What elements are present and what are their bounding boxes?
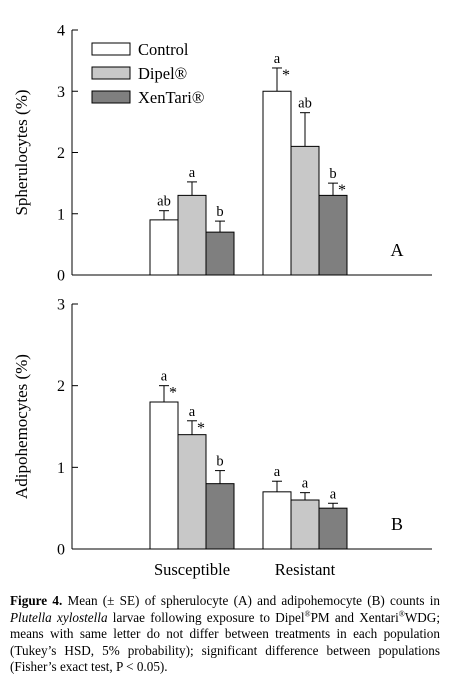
y-tick-label: 3 (57, 84, 65, 101)
bar (290, 499, 320, 550)
significance-letter: a (274, 464, 281, 480)
y-tick-label: 4 (57, 23, 65, 40)
significance-letter: b (216, 454, 223, 470)
y-tick-label: 1 (57, 460, 65, 477)
y-tick-label: 2 (57, 145, 65, 162)
caption-label: Figure 4. (10, 593, 63, 608)
significance-letter: a (302, 476, 309, 492)
legend-label: Control (138, 40, 189, 59)
y-tick-label: 3 (57, 297, 65, 314)
bar (318, 194, 348, 276)
caption-text-4: WDG; means with same letter do not diffe… (10, 609, 440, 675)
bar (318, 507, 348, 550)
significance-letter: a (189, 404, 196, 420)
significance-letter: a (330, 486, 337, 502)
significance-letter: ab (298, 96, 312, 112)
legend-label: XenTari® (138, 88, 204, 107)
legend-label: Dipel® (138, 64, 187, 83)
caption-text-2: larvae following exposure to Dipel (107, 609, 305, 625)
legend-swatch (91, 90, 131, 104)
bar (205, 231, 235, 276)
caption-text-3: PM and Xentari (310, 609, 399, 625)
y-tick-label: 0 (57, 268, 65, 285)
legend-swatch (91, 42, 131, 56)
significance-letter: a (161, 369, 168, 385)
caption-text-1: Mean (± SE) of spherulocyte (A) and adip… (62, 593, 440, 608)
legend-swatch (91, 66, 131, 80)
bar (205, 483, 235, 550)
y-axis-label: Spherulocytes (%) (12, 89, 31, 215)
bar (177, 434, 207, 550)
significance-star: * (169, 385, 177, 402)
significance-star: * (338, 182, 346, 199)
significance-star: * (197, 420, 205, 437)
bar (262, 90, 292, 276)
caption-registered-mark-2: ® (398, 609, 405, 619)
significance-letter: b (216, 204, 223, 220)
caption-registered-mark-1: ® (304, 609, 311, 619)
y-tick-label: 0 (57, 542, 65, 559)
significance-letter: a (274, 51, 281, 67)
significance-star: * (282, 67, 290, 84)
significance-letter: a (189, 165, 196, 181)
x-category-label: Resistant (275, 560, 336, 579)
bar (262, 491, 292, 550)
bar (290, 145, 320, 276)
panel-label: A (391, 240, 404, 260)
significance-letter: ab (157, 194, 171, 210)
panel-label: B (391, 514, 403, 534)
x-category-label: Susceptible (154, 560, 230, 579)
y-tick-label: 1 (57, 206, 65, 223)
figure-caption: Figure 4. Mean (± SE) of spherulocyte (A… (10, 593, 440, 676)
bar (149, 219, 179, 276)
bar (149, 401, 179, 550)
significance-letter: b (329, 166, 336, 182)
caption-species: Plutella xylostella (10, 609, 108, 625)
y-tick-label: 2 (57, 378, 65, 395)
bar (177, 194, 207, 276)
y-axis-label: Adipohemocytes (%) (12, 354, 31, 499)
